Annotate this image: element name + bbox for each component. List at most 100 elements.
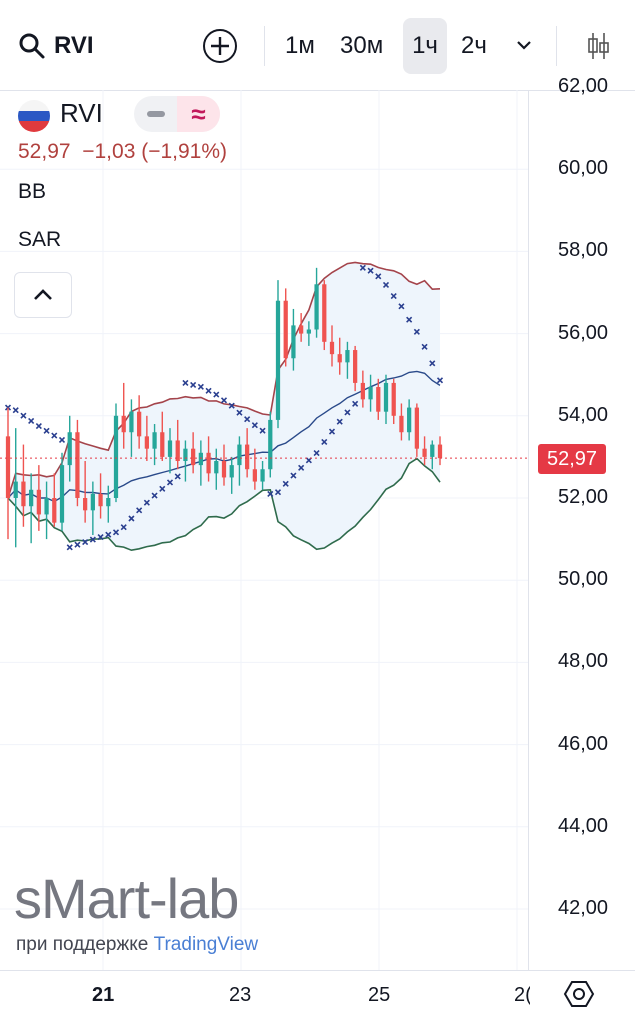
price-axis-label: 42,00	[557, 897, 609, 919]
bb-upper-line	[7, 261, 441, 499]
sar-point	[89, 536, 96, 543]
candle-body	[175, 440, 180, 462]
candle-body	[376, 387, 381, 412]
sar-point	[429, 360, 436, 367]
candle-body	[152, 432, 157, 449]
candle-body	[391, 382, 396, 416]
sar-point	[82, 539, 89, 546]
price-axis-divider	[528, 90, 529, 970]
interval-1h[interactable]: 1ч	[403, 18, 447, 74]
sar-point	[282, 480, 289, 487]
sar-point	[421, 343, 428, 350]
legend-last-price: 52,97	[18, 140, 71, 163]
price-axis-label: 48,00	[557, 650, 609, 673]
symbol-search-button[interactable]: RVI	[18, 24, 94, 68]
candle-body	[36, 489, 41, 515]
sar-point	[20, 412, 27, 419]
support-prefix: при поддержке	[16, 934, 149, 955]
sar-point	[112, 529, 120, 536]
legend-symbol[interactable]: RVI	[60, 98, 103, 128]
price-chart[interactable]	[0, 90, 635, 1024]
hexagon-settings-icon	[563, 981, 595, 1007]
interval-dropdown[interactable]	[512, 30, 536, 60]
sar-point	[251, 422, 258, 429]
sar-point	[35, 422, 42, 430]
price-axis-label: 46,00	[557, 732, 609, 755]
sar-point	[197, 383, 204, 390]
candle-body	[183, 448, 188, 462]
indicator-bb-label[interactable]: BB	[18, 180, 47, 203]
candle-body	[422, 448, 427, 457]
sar-point	[313, 450, 320, 457]
sar-point	[398, 303, 405, 310]
price-axis-label: 58,00	[557, 239, 609, 262]
sar-point	[105, 531, 112, 538]
legend-visibility-toggle[interactable]: ≈	[134, 96, 220, 132]
candle-body	[353, 350, 358, 383]
sar-point	[228, 402, 235, 409]
price-axis-label: 60,00	[557, 157, 609, 180]
candle-body	[368, 387, 373, 400]
legend-change-pct: (−1,91%)	[141, 140, 228, 163]
candle-body	[252, 469, 257, 482]
candle-body	[106, 498, 111, 507]
candle-body	[44, 498, 49, 515]
candle-body	[13, 481, 18, 498]
candle-body	[67, 432, 72, 466]
sar-point	[166, 479, 174, 486]
candle-body	[5, 436, 11, 498]
candle-body	[191, 448, 196, 466]
candle-body	[329, 341, 335, 355]
legend-change: −1,03	[82, 140, 136, 163]
time-axis[interactable]	[0, 970, 635, 1025]
sar-point	[205, 387, 212, 394]
candle-body	[52, 498, 57, 523]
candle-body	[283, 300, 288, 359]
sar-point	[12, 407, 19, 414]
sar-point	[51, 432, 58, 439]
candle-body	[407, 407, 412, 433]
sar-point	[274, 489, 282, 496]
candle-body	[414, 407, 419, 449]
legend-quote: 52,97 −1,03 (−1,91%)	[18, 140, 227, 164]
bb-fill	[8, 262, 440, 551]
candle-body	[98, 493, 103, 507]
chart-type-button[interactable]	[578, 26, 618, 66]
interval-label: 1м	[285, 32, 315, 59]
legend-collapse-button[interactable]	[14, 272, 72, 318]
plus-circle-icon	[203, 29, 237, 63]
sar-point	[190, 381, 197, 388]
compare-add-button[interactable]	[202, 28, 238, 64]
price-axis-label: 52,00	[557, 486, 609, 508]
interval-30m[interactable]: 30м	[334, 18, 389, 74]
sar-point	[236, 409, 243, 416]
toolbar-divider	[556, 26, 557, 66]
candle-body	[430, 444, 435, 457]
candle-body	[245, 444, 250, 470]
candle-body	[399, 415, 404, 433]
sar-point	[136, 507, 143, 514]
candle-body	[322, 284, 327, 342]
sar-point	[367, 267, 374, 274]
chart-settings-button[interactable]	[563, 978, 595, 1010]
sar-point	[66, 544, 73, 551]
sar-point	[436, 377, 444, 384]
candle-body	[75, 432, 80, 498]
candle-body	[306, 329, 311, 334]
support-brand[interactable]: TradingView	[153, 934, 259, 955]
sar-point	[290, 472, 297, 479]
time-label: 23	[229, 984, 252, 1006]
approx-wave-icon[interactable]: ≈	[177, 96, 220, 132]
candle-body	[29, 489, 34, 507]
sar-point	[143, 499, 150, 506]
candle-body	[113, 415, 119, 498]
indicator-sar-label[interactable]: SAR	[18, 228, 62, 251]
candle-body	[221, 461, 227, 478]
interval-1m[interactable]: 1м	[279, 18, 321, 74]
interval-2h[interactable]: 2ч	[455, 18, 493, 74]
sar-point	[43, 427, 50, 434]
time-label: 21	[92, 984, 115, 1006]
minus-icon[interactable]	[134, 96, 177, 132]
candle-body	[314, 284, 319, 330]
candle-body	[337, 354, 342, 363]
